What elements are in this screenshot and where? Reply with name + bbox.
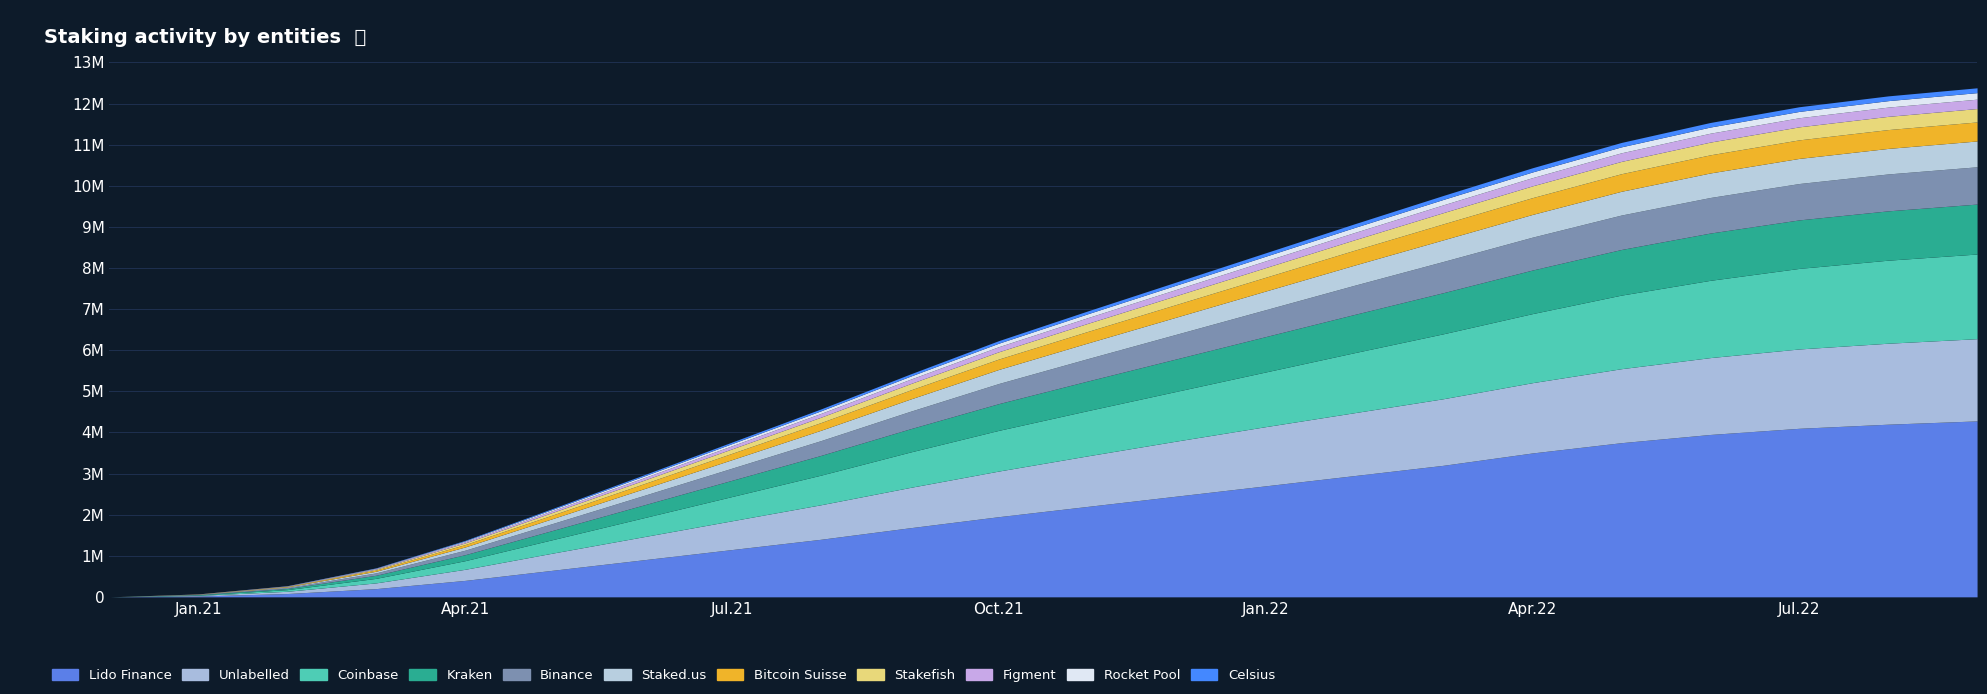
Text: Staking activity by entities  ⓘ: Staking activity by entities ⓘ	[44, 28, 366, 47]
Legend: Lido Finance, Unlabelled, Coinbase, Kraken, Binance, Staked.us, Bitcoin Suisse, : Lido Finance, Unlabelled, Coinbase, Krak…	[46, 664, 1280, 687]
